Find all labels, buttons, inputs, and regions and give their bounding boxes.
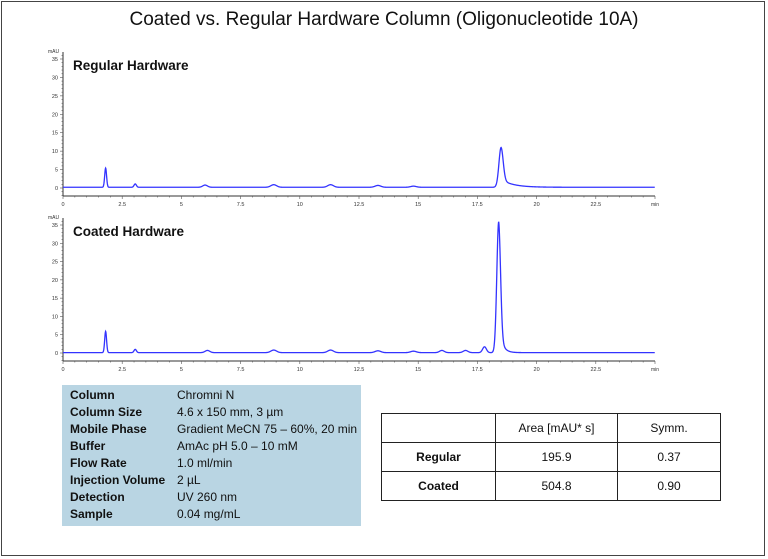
condition-label: Detection (70, 490, 125, 504)
x-tick-label: 22.5 (590, 202, 601, 208)
y-tick-label: 35 (52, 223, 58, 229)
x-tick-label: 2.5 (118, 367, 126, 373)
condition-value: Gradient MeCN 75 – 60%, 20 min (177, 422, 358, 436)
y-tick-label: 5 (55, 168, 58, 174)
x-axis-unit: min (651, 202, 659, 208)
x-tick-label: 10 (297, 202, 303, 208)
area-cell: 504.8 (495, 471, 618, 501)
condition-label: Mobile Phase (70, 422, 147, 436)
x-tick-label: 12.5 (354, 202, 365, 208)
x-tick-label: 7.5 (237, 367, 245, 373)
y-tick-label: 20 (52, 278, 58, 284)
condition-label: Injection Volume (70, 473, 166, 487)
chromatogram-trace (63, 221, 655, 354)
x-tick-label: 0 (61, 202, 64, 208)
condition-value: Chromni N (177, 388, 235, 402)
x-tick-label: 5 (180, 202, 183, 208)
condition-label: Sample (70, 507, 113, 521)
x-tick-label: 7.5 (237, 202, 245, 208)
conditions-box: Column Chromni N Column Size 4.6 x 150 mm,… (62, 385, 361, 526)
condition-label: Flow Rate (70, 456, 127, 470)
condition-value: AmAc pH 5.0 – 10 mM (177, 439, 298, 453)
x-tick-label: 15 (415, 367, 421, 373)
y-axis-unit: mAU (48, 215, 60, 221)
page-title: Coated vs. Regular Hardware Column (Olig… (129, 9, 639, 30)
y-axis-unit: mAU (48, 49, 60, 55)
y-tick-label: 25 (52, 94, 58, 100)
x-tick-label: 22.5 (590, 367, 601, 373)
panel-title: Regular Hardware (73, 58, 189, 73)
condition-label: Column Size (70, 405, 143, 419)
header-cell: Area [mAU* s] (495, 413, 618, 443)
x-tick-label: 20 (534, 367, 540, 373)
header-cell: Symm. (617, 413, 721, 443)
x-tick-label: 15 (415, 202, 421, 208)
chromatogram-trace (63, 146, 655, 188)
y-tick-label: 25 (52, 260, 58, 266)
row-label: Regular (381, 442, 496, 472)
condition-value: 2 µL (177, 473, 201, 487)
results-table: Area [mAU* s] Symm. Regular 195.9 0.37 C… (381, 413, 721, 501)
symm-cell: 0.37 (617, 442, 721, 472)
condition-value: 0.04 mg/mL (177, 507, 241, 521)
y-tick-label: 20 (52, 112, 58, 118)
y-tick-label: 30 (52, 75, 58, 81)
x-tick-label: 20 (534, 202, 540, 208)
header-cell (381, 413, 496, 443)
y-tick-label: 35 (52, 57, 58, 63)
x-tick-label: 17.5 (472, 367, 483, 373)
condition-value: 4.6 x 150 mm, 3 µm (177, 405, 284, 419)
condition-label: Buffer (70, 439, 106, 453)
y-tick-label: 15 (52, 296, 58, 302)
y-tick-label: 30 (52, 241, 58, 247)
table-header-row: Area [mAU* s] Symm. (381, 413, 721, 443)
condition-label: Column (70, 388, 115, 402)
x-tick-label: 12.5 (354, 367, 365, 373)
y-tick-label: 15 (52, 131, 58, 137)
condition-value: UV 260 nm (177, 490, 238, 504)
symm-cell: 0.90 (617, 471, 721, 501)
x-tick-label: 0 (61, 367, 64, 373)
panel-title: Coated Hardware (73, 224, 185, 239)
x-tick-label: 17.5 (472, 202, 483, 208)
x-tick-label: 2.5 (118, 202, 126, 208)
area-cell: 195.9 (495, 442, 618, 472)
row-label: Coated (381, 471, 496, 501)
y-tick-label: 5 (55, 333, 58, 339)
x-tick-label: 10 (297, 367, 303, 373)
table-row: Coated 504.8 0.90 (381, 471, 721, 501)
x-tick-label: 5 (180, 367, 183, 373)
y-tick-label: 10 (52, 149, 58, 155)
x-axis-unit: min (651, 367, 659, 373)
condition-value: 1.0 ml/min (177, 456, 233, 470)
y-tick-label: 0 (55, 351, 58, 357)
table-row: Regular 195.9 0.37 (381, 442, 721, 472)
y-tick-label: 10 (52, 314, 58, 320)
y-tick-label: 0 (55, 186, 58, 192)
